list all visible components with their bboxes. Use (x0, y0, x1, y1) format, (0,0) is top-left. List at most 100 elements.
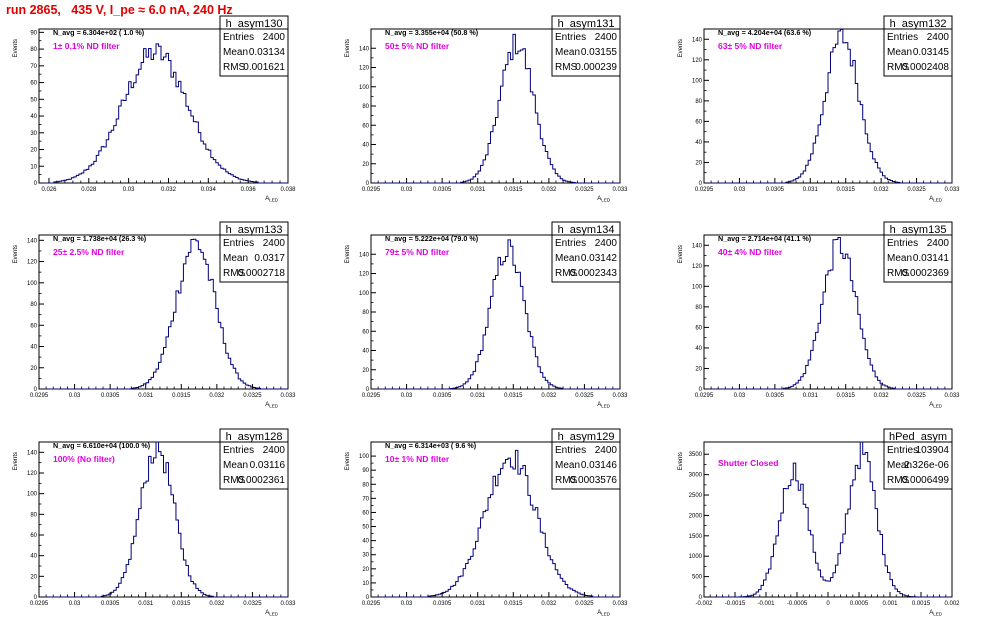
x-tick-label: 0.03 (734, 393, 746, 399)
y-tick-label: 60 (362, 510, 369, 516)
x-tick-label: 0.0295 (362, 393, 381, 399)
histogram-line (39, 43, 288, 184)
y-axis-label: Events (345, 452, 351, 470)
stat-value: 0.0003576 (570, 475, 618, 486)
x-tick-label: 0.033 (944, 393, 960, 399)
stat-value: 0.0006499 (902, 475, 950, 486)
stat-label: Mean (223, 253, 248, 264)
n-avg-label: N_avg = 5.222e+04 (79.0 %) (385, 234, 479, 243)
x-tick-label: 0.0315 (837, 187, 856, 193)
y-tick-label: 40 (362, 349, 369, 355)
y-tick-label: 40 (362, 539, 369, 545)
x-tick-label: 0.03 (401, 601, 413, 607)
stat-value: 0.03142 (581, 253, 618, 264)
x-tick-label: 0.03 (69, 393, 81, 399)
plot-frame (38, 28, 289, 184)
stat-label: RMS (223, 62, 246, 73)
y-tick-label: 140 (27, 238, 38, 244)
stat-value: 2400 (263, 238, 286, 249)
x-tick-label: 0.031 (470, 601, 486, 607)
y-tick-label: 40 (695, 346, 702, 352)
stat-value: 0.03145 (913, 47, 950, 58)
x-tick-label: 0.032 (161, 187, 177, 193)
stat-value: 2400 (595, 238, 618, 249)
y-tick-label: 40 (30, 345, 37, 351)
stat-value: 0.0002369 (902, 268, 950, 279)
x-axis-label: ALED (929, 610, 943, 617)
stat-label: Entries (555, 445, 586, 456)
histogram-panel: 0.0295 0.03 0.0305 0.031 0.0315 0.032 0.0325 0.… (345, 428, 628, 617)
stats-box (219, 221, 289, 283)
y-tick-label: 20 (30, 148, 37, 154)
stat-label: Mean (555, 253, 580, 264)
x-tick-label: -0.0015 (725, 601, 746, 607)
x-tick-label: 0.0315 (504, 187, 523, 193)
x-axis-label: ALED (597, 402, 611, 409)
filter-label: 1± 0.1% ND filter (53, 41, 120, 51)
histogram-name: hPed_asym (889, 431, 947, 443)
stat-label: RMS (887, 268, 910, 279)
histogram-line (371, 33, 620, 184)
x-tick-label: 0.0315 (837, 393, 856, 399)
y-tick-label: 20 (30, 574, 37, 580)
x-tick-label: 0.038 (280, 187, 296, 193)
y-tick-label: 80 (30, 512, 37, 518)
stat-value: 0.000239 (575, 62, 617, 73)
n-avg-label: N_avg = 4.204e+04 (63.6 %) (718, 28, 812, 37)
histogram-name: h_asym132 (890, 18, 947, 30)
y-axis-label: Events (678, 39, 684, 57)
y-tick-label: 0 (699, 387, 703, 393)
filter-label: 25± 2.5% ND filter (53, 247, 125, 257)
y-tick-label: 10 (30, 164, 37, 170)
stat-label: Entries (887, 32, 918, 43)
x-tick-label: 0.001 (882, 601, 898, 607)
stat-value: 2400 (927, 32, 950, 43)
histogram-name: h_asym129 (558, 431, 615, 443)
stat-label: Mean (887, 253, 912, 264)
histogram-line (39, 238, 288, 390)
y-axis-label: Events (678, 452, 684, 470)
y-tick-label: 60 (30, 533, 37, 539)
x-tick-label: 0.033 (280, 601, 296, 607)
y-tick-label: 60 (362, 329, 369, 335)
histogram-name: h_asym131 (558, 18, 615, 30)
stat-label: Entries (887, 445, 918, 456)
x-tick-label: 0.0325 (243, 393, 262, 399)
stat-value: 103904 (916, 445, 950, 456)
x-tick-label: 0.0295 (30, 601, 49, 607)
stat-label: RMS (555, 268, 578, 279)
stat-value: 0.0002408 (902, 62, 950, 73)
x-tick-label: 0.0015 (912, 601, 931, 607)
stat-value: 0.0002343 (570, 268, 618, 279)
x-tick-label: 0.031 (470, 187, 486, 193)
y-tick-label: 60 (30, 323, 37, 329)
y-tick-label: 60 (695, 119, 702, 125)
stats-box (883, 221, 953, 283)
stats-box (219, 15, 289, 77)
x-tick-label: 0.032 (209, 601, 225, 607)
stat-value: 0.0002361 (238, 475, 286, 486)
x-tick-label: 0.0305 (766, 187, 785, 193)
y-tick-label: 140 (359, 252, 370, 258)
x-tick-label: 0.0305 (433, 601, 452, 607)
x-tick-label: 0.031 (138, 601, 154, 607)
histogram-name: h_asym135 (890, 224, 947, 236)
histogram-line (39, 441, 288, 598)
y-tick-label: 20 (362, 368, 369, 374)
histogram-panel: 0.026 0.028 0.03 0.032 0.034 0.036 0.038 0 10 20 3… (13, 15, 296, 203)
x-tick-label: 0.0325 (575, 393, 594, 399)
n-avg-label: N_avg = 1.738e+04 (26.3 %) (53, 234, 147, 243)
stats-box (883, 428, 953, 490)
y-tick-label: 120 (27, 260, 38, 266)
y-tick-label: 500 (692, 575, 703, 581)
y-tick-label: 140 (359, 46, 370, 52)
x-tick-label: 0.002 (944, 601, 960, 607)
stat-label: Entries (223, 238, 254, 249)
x-tick-label: 0.034 (201, 187, 217, 193)
x-tick-label: 0.0315 (172, 393, 191, 399)
stat-value: 2400 (263, 32, 286, 43)
stat-label: Mean (887, 47, 912, 58)
stats-box (551, 221, 621, 283)
y-tick-label: 0 (34, 595, 38, 601)
y-tick-label: 100 (27, 492, 38, 498)
